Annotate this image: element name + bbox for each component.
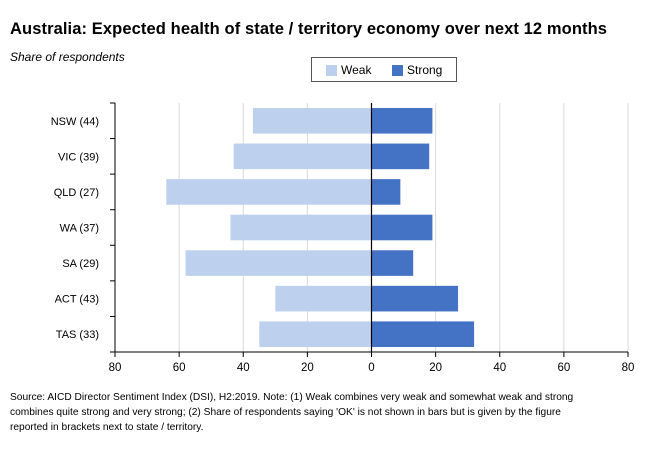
chart-subtitle: Share of respondents [10, 50, 125, 64]
x-tick-label-4: 0 [368, 362, 374, 374]
chart-title: Australia: Expected health of state / te… [10, 20, 608, 38]
x-tick-label-3: 20 [301, 362, 314, 374]
bar-strong-1 [371, 143, 430, 170]
bar-strong-6 [371, 321, 475, 348]
x-tick-label-6: 40 [493, 362, 506, 374]
bar-strong-0 [371, 107, 433, 134]
x-tick-label-0: 80 [109, 362, 122, 374]
bar-weak-4 [185, 250, 372, 276]
x-tick-label-5: 20 [429, 362, 442, 374]
legend-swatch-weak [326, 64, 337, 76]
bar-weak-6 [259, 321, 372, 348]
bar-weak-3 [230, 214, 372, 241]
legend-item-weak: Weak [326, 63, 371, 77]
category-label-6: TAS (33) [56, 329, 99, 341]
chart-legend: Weak Strong [311, 57, 457, 82]
x-tick-label-2: 40 [237, 362, 250, 374]
category-label-4: SA (29) [62, 258, 99, 270]
x-tick-label-8: 80 [622, 362, 635, 374]
bar-weak-5 [275, 285, 372, 312]
legend-label-weak: Weak [341, 63, 372, 77]
category-label-5: ACT (43) [55, 294, 99, 306]
x-tick-label-7: 60 [557, 362, 570, 374]
legend-swatch-strong [392, 64, 403, 76]
source-line-1: Source: AICD Director Sentiment Index (D… [10, 392, 574, 403]
category-label-2: QLD (27) [54, 187, 99, 199]
bar-weak-0 [252, 107, 372, 134]
source-line-3: reported in brackets next to state / ter… [10, 422, 204, 433]
x-tick-label-1: 60 [173, 362, 186, 374]
bar-strong-2 [371, 179, 401, 205]
bar-strong-4 [371, 250, 414, 276]
category-label-0: NSW (44) [51, 116, 99, 128]
category-label-3: WA (37) [60, 223, 99, 235]
bar-weak-2 [166, 179, 372, 205]
source-line-2: combines quite strong and very strong; (… [10, 407, 561, 418]
legend-label-strong: Strong [407, 63, 443, 77]
bar-strong-5 [371, 285, 459, 312]
category-label-1: VIC (39) [58, 151, 99, 163]
legend-item-strong: Strong [392, 63, 442, 77]
bar-chart: NSW (44) VIC (39) QLD (27) WA (37) SA (29) AC… [51, 102, 635, 374]
source-note: Source: AICD Director Sentiment Index (D… [10, 390, 640, 435]
bar-strong-3 [371, 214, 433, 241]
bar-weak-1 [233, 143, 372, 170]
